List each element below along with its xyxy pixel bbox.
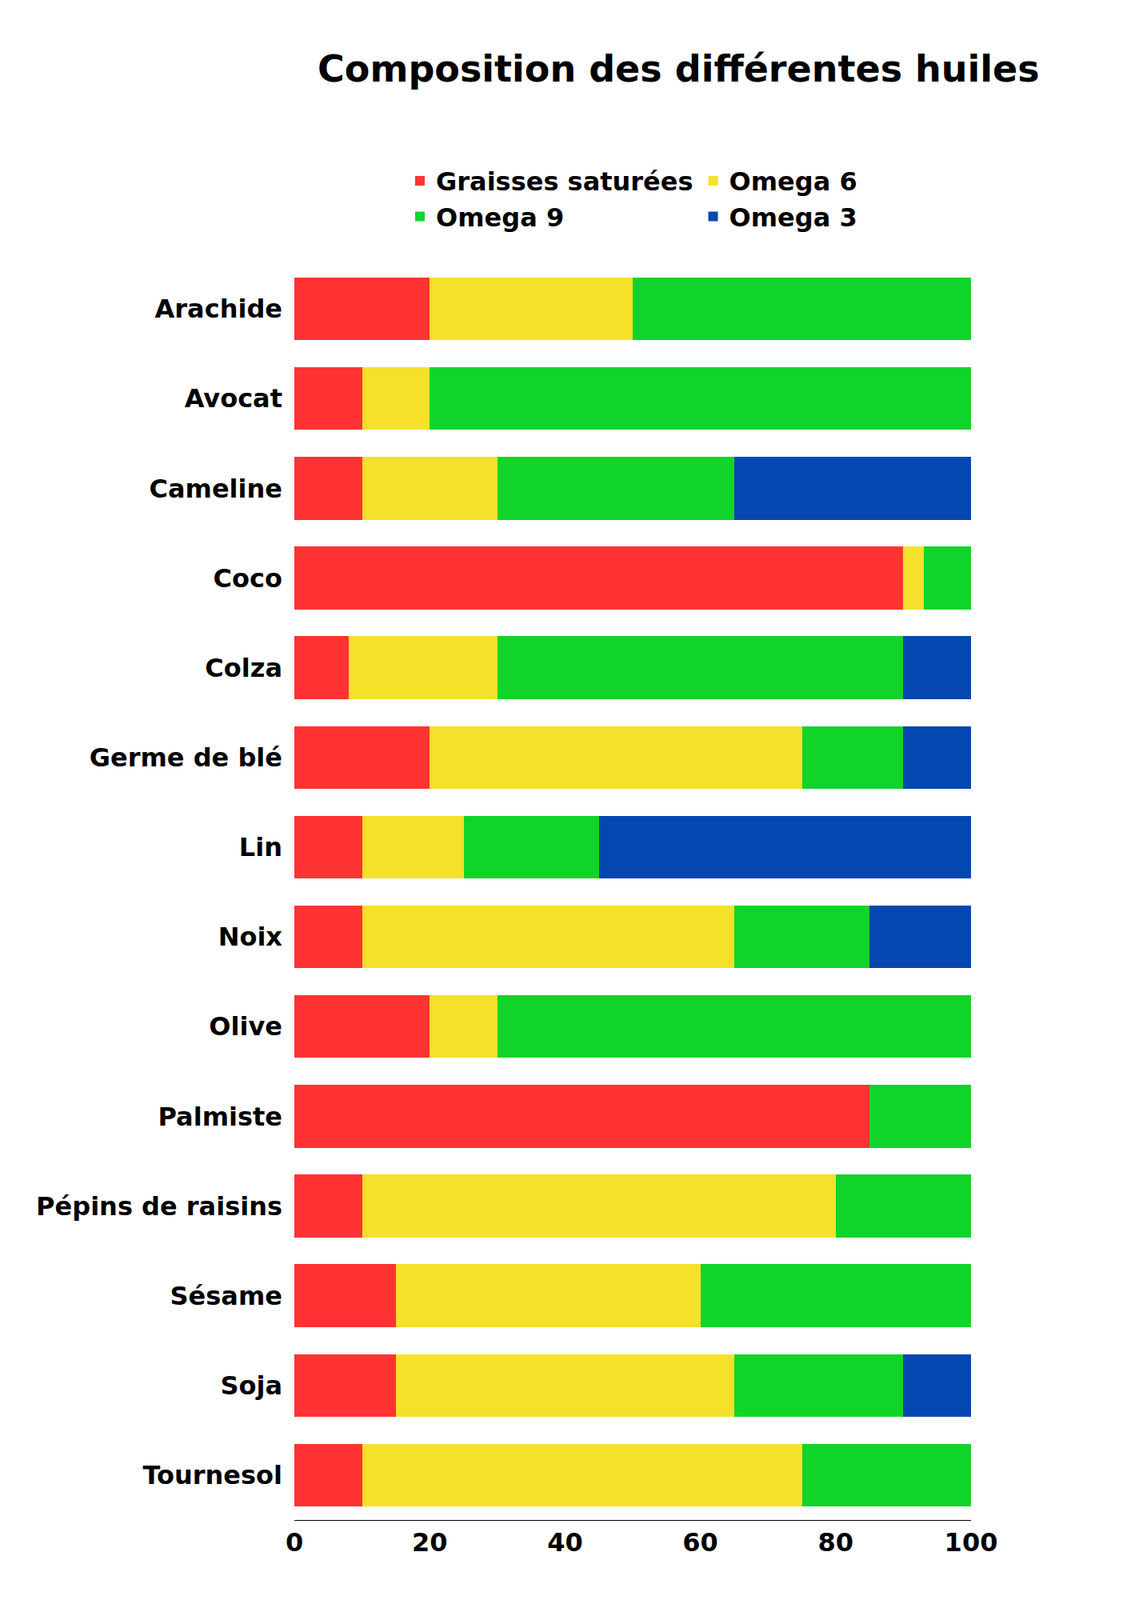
svg-text:Noix: Noix [218, 921, 284, 952]
svg-text:Omega 6: Omega 6 [729, 166, 858, 197]
svg-text:100: 100 [944, 1526, 999, 1558]
svg-text:Sésame: Sésame [170, 1280, 283, 1311]
svg-text:Pépins de raisins: Pépins de raisins [35, 1190, 283, 1222]
svg-text:Arachide: Arachide [155, 293, 283, 324]
svg-text:0: 0 [285, 1526, 304, 1558]
svg-text:Colza: Colza [204, 652, 283, 684]
svg-text:80: 80 [818, 1526, 855, 1558]
svg-text:Palmiste: Palmiste [157, 1101, 283, 1132]
svg-text:Omega 3: Omega 3 [729, 202, 858, 233]
svg-text:Coco: Coco [213, 563, 283, 594]
svg-text:Composition des différentes hu: Composition des différentes huiles [317, 47, 1040, 91]
svg-text:Tournesol: Tournesol [142, 1459, 283, 1491]
svg-text:20: 20 [411, 1526, 448, 1558]
svg-text:60: 60 [682, 1526, 719, 1558]
svg-text:Omega 9: Omega 9 [435, 202, 564, 233]
svg-text:Olive: Olive [208, 1011, 283, 1042]
svg-text:Cameline: Cameline [148, 473, 283, 504]
svg-text:Avocat: Avocat [184, 383, 283, 414]
svg-text:40: 40 [547, 1526, 584, 1558]
svg-text:Graisses saturées: Graisses saturées [435, 166, 694, 197]
svg-text:Germe de blé: Germe de blé [89, 742, 283, 773]
svg-text:Soja: Soja [219, 1370, 283, 1401]
svg-text:Lin: Lin [239, 831, 283, 863]
